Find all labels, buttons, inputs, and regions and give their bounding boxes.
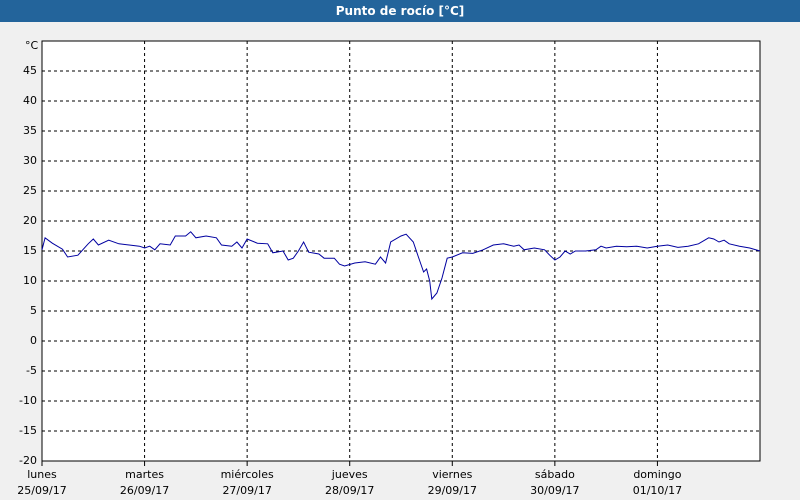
y-tick-label: 10	[23, 274, 37, 287]
y-tick-label: 35	[23, 124, 37, 137]
y-tick-label: 45	[23, 64, 37, 77]
x-tick-label: domingo	[633, 468, 681, 481]
x-tick-label: martes	[125, 468, 164, 481]
chart-title: Punto de rocío [°C]	[0, 0, 800, 22]
x-tick-date: 26/09/17	[120, 484, 169, 497]
x-tick-label: sábado	[535, 468, 575, 481]
data-line	[41, 231, 761, 301]
y-tick-label: 25	[23, 184, 37, 197]
y-tick-label: -20	[19, 454, 37, 467]
y-tick-label: 5	[30, 304, 37, 317]
x-tick-date: 27/09/17	[222, 484, 271, 497]
y-tick-label: -10	[19, 394, 37, 407]
plot-area	[41, 40, 761, 462]
x-tick-date: 30/09/17	[530, 484, 579, 497]
x-tick-label: miércoles	[221, 468, 274, 481]
y-tick-label: -15	[19, 424, 37, 437]
x-tick-date: 28/09/17	[325, 484, 374, 497]
x-tick-label: jueves	[331, 468, 368, 481]
y-tick-label: 15	[23, 244, 37, 257]
x-tick-date: 01/10/17	[633, 484, 682, 497]
x-tick-label: viernes	[432, 468, 472, 481]
y-tick-label: 0	[30, 334, 37, 347]
x-tick-date: 25/09/17	[17, 484, 66, 497]
y-tick-label: 20	[23, 214, 37, 227]
y-tick-label: -5	[26, 364, 37, 377]
y-tick-label: 40	[23, 94, 37, 107]
y-tick-label: 30	[23, 154, 37, 167]
x-tick-date: 29/09/17	[428, 484, 477, 497]
y-unit: °C	[25, 39, 39, 52]
x-tick-label: lunes	[27, 468, 57, 481]
